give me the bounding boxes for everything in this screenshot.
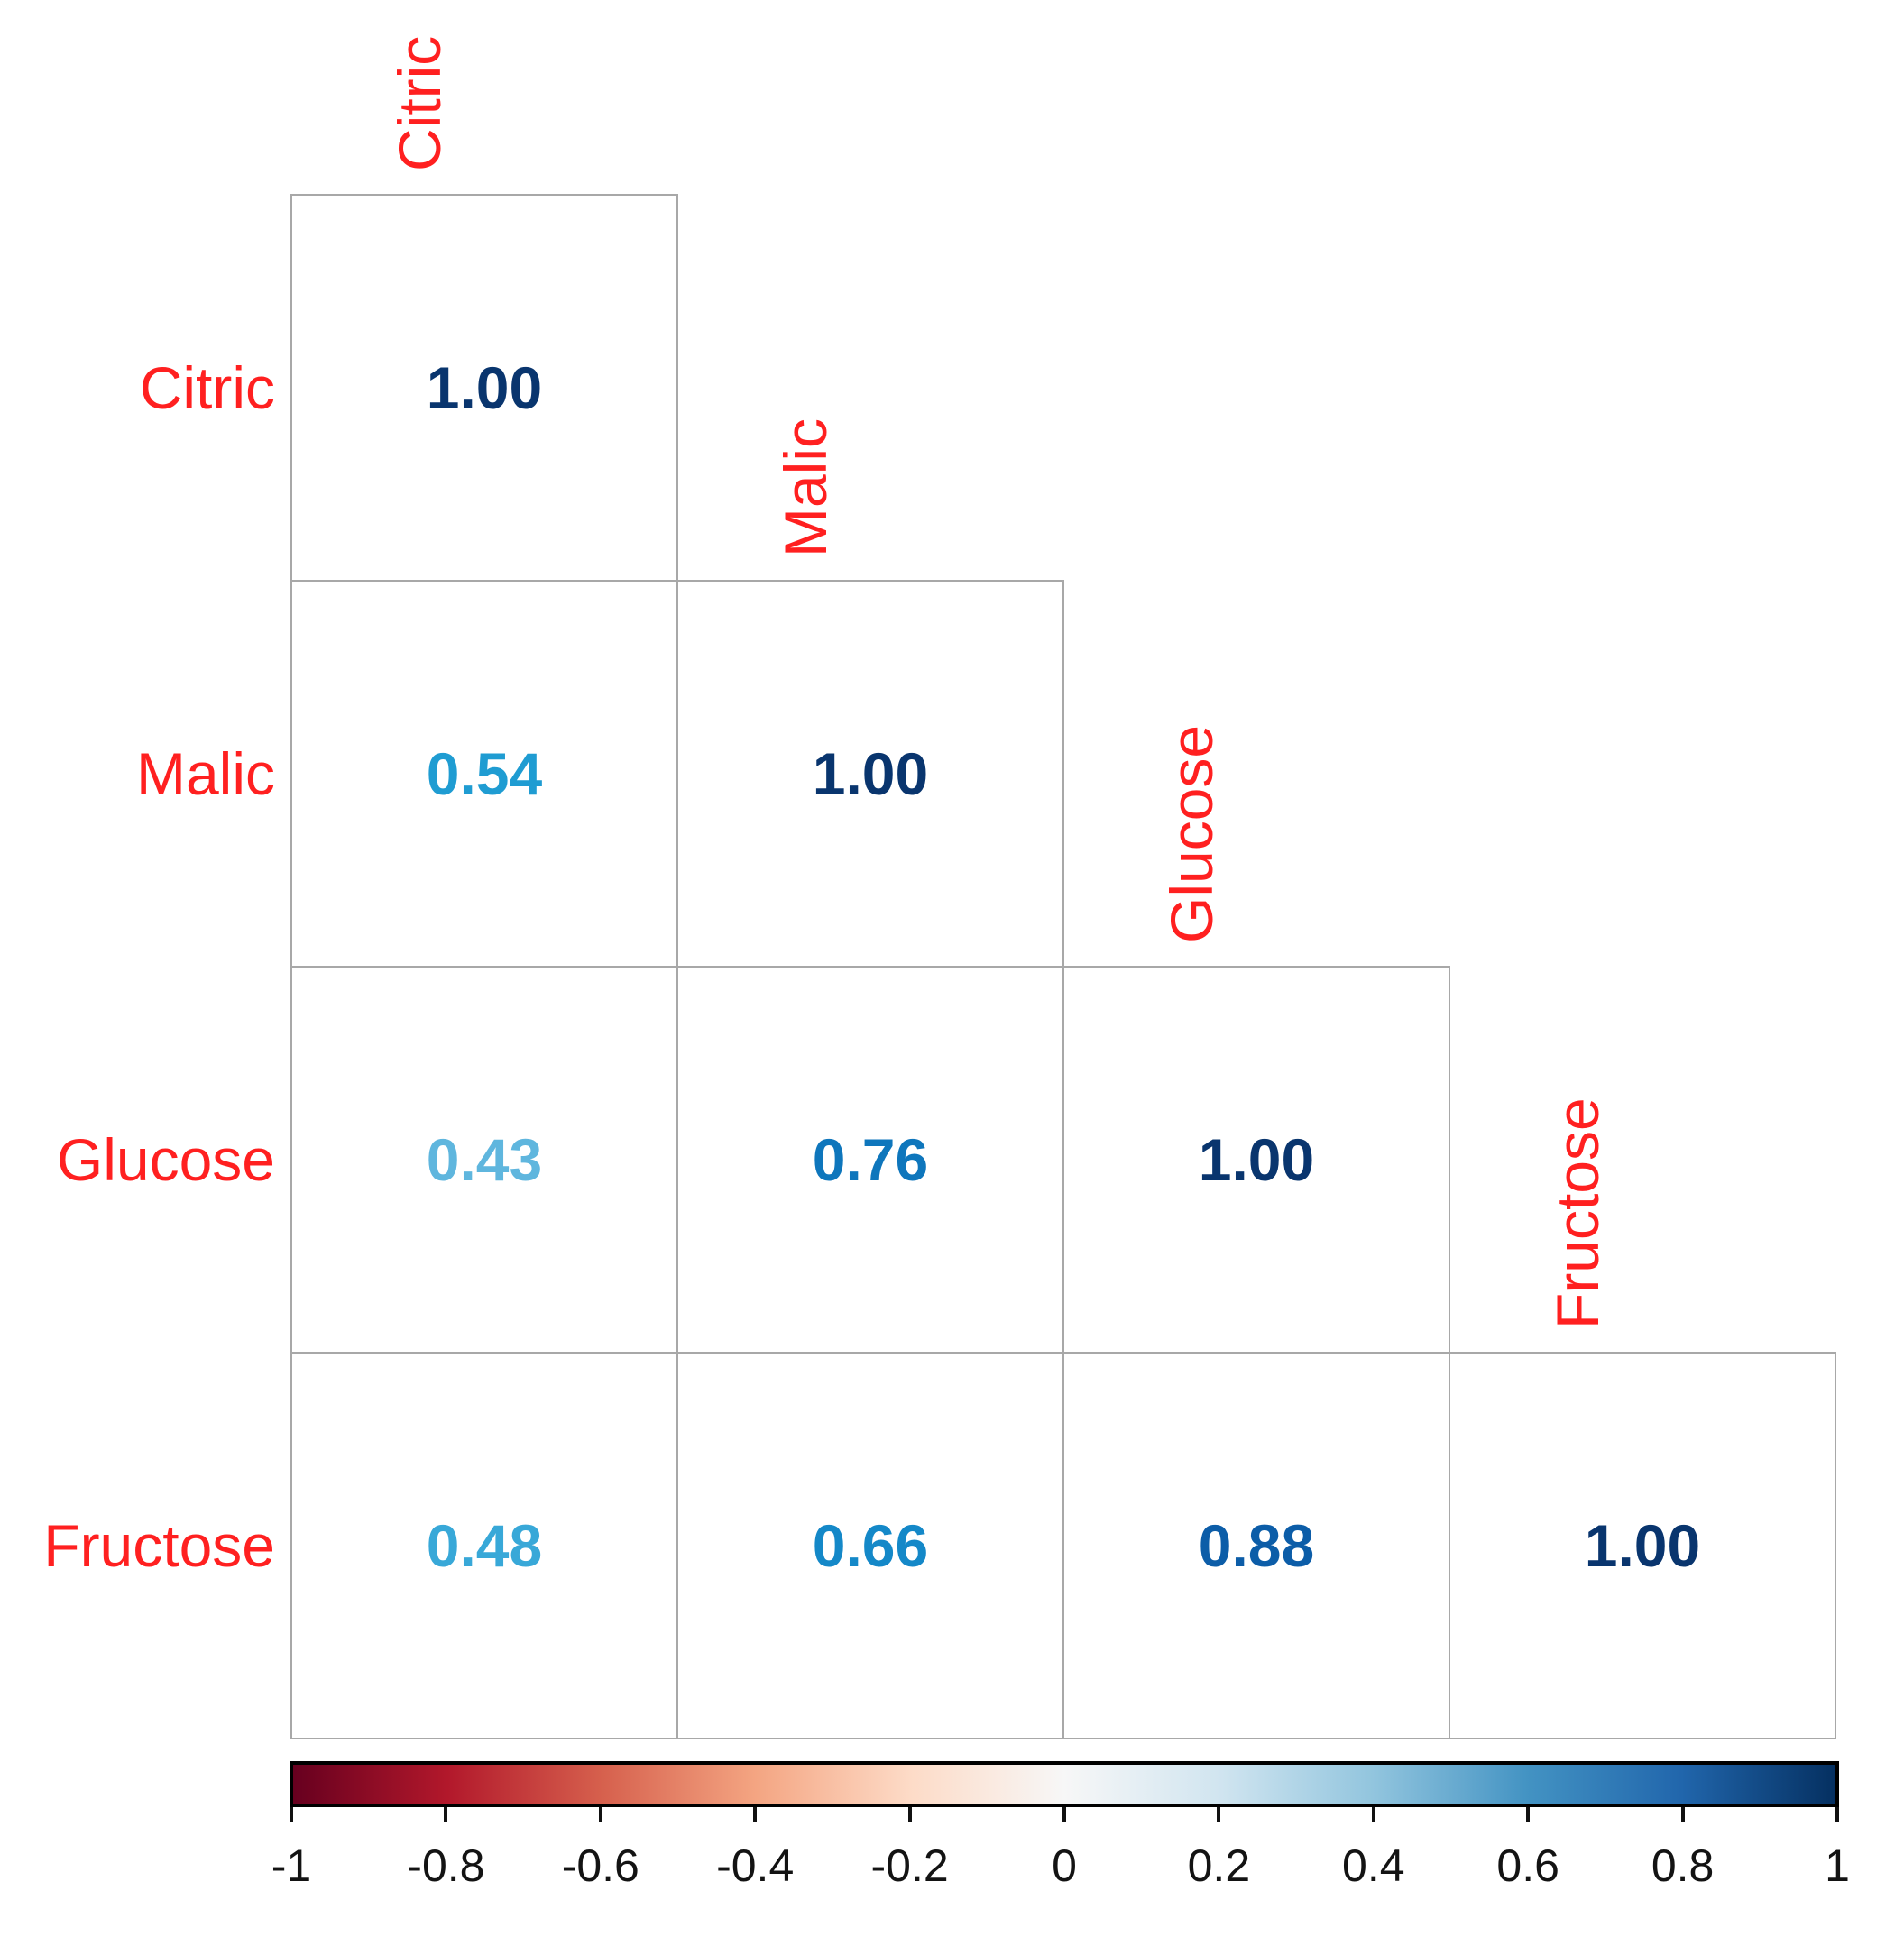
colorbar-tick [1217, 1807, 1221, 1822]
correlation-value: 1.00 [812, 740, 929, 807]
colorbar-tick [598, 1807, 602, 1822]
colorbar-legend [290, 1761, 1839, 1807]
correlation-value: 1.00 [426, 354, 543, 421]
colorbar-tick [1526, 1807, 1531, 1822]
colorbar-tick-label: -1 [271, 1840, 312, 1891]
correlation-value: 1.00 [1584, 1512, 1701, 1579]
colorbar-tick-label: -0.2 [870, 1840, 949, 1891]
correlation-value: 0.66 [812, 1512, 929, 1579]
colorbar-tick-label: 0.8 [1651, 1840, 1715, 1891]
correlation-value: 0.48 [426, 1512, 543, 1579]
matrix-cell: 0.76 [676, 966, 1064, 1354]
correlation-value: 1.00 [1198, 1126, 1315, 1193]
matrix-cell: 1.00 [676, 580, 1064, 968]
column-label-glucose: Glucose [1158, 724, 1225, 943]
correlation-value: 0.76 [812, 1126, 929, 1193]
matrix-cell: 0.88 [1062, 1352, 1450, 1739]
colorbar-tick-label: -0.8 [407, 1840, 485, 1891]
matrix-cell: 0.48 [290, 1352, 678, 1739]
colorbar-tick-label: 1 [1825, 1840, 1850, 1891]
colorbar-tick-label: 0.4 [1342, 1840, 1405, 1891]
matrix-cell: 0.43 [290, 966, 678, 1354]
correlation-value: 0.54 [426, 740, 543, 807]
colorbar-tick [290, 1807, 293, 1822]
column-label-citric: Citric [386, 35, 453, 171]
matrix-cell: 0.54 [290, 580, 678, 968]
colorbar-tick [1680, 1807, 1685, 1822]
matrix-cell: 1.00 [1449, 1352, 1836, 1739]
colorbar-tick-label: -0.4 [716, 1840, 795, 1891]
colorbar-tick-label: 0 [1052, 1840, 1077, 1891]
colorbar-tick [753, 1807, 758, 1822]
correlation-value: 0.43 [426, 1126, 543, 1193]
colorbar-tick-label: 0.6 [1496, 1840, 1559, 1891]
column-label-fructose: Fructose [1544, 1097, 1611, 1329]
row-label-fructose: Fructose [43, 1512, 275, 1579]
row-label-malic: Malic [135, 740, 275, 807]
colorbar-tick [444, 1807, 448, 1822]
matrix-cell: 1.00 [290, 194, 678, 582]
column-label-malic: Malic [772, 418, 839, 557]
colorbar-tick [907, 1807, 912, 1822]
colorbar-tick [1062, 1807, 1066, 1822]
matrix-cell: 0.66 [676, 1352, 1064, 1739]
colorbar-tick [1371, 1807, 1375, 1822]
colorbar-tick [1835, 1807, 1839, 1822]
matrix-cell: 1.00 [1062, 966, 1450, 1354]
row-label-glucose: Glucose [56, 1126, 275, 1193]
colorbar-tick-label: 0.2 [1187, 1840, 1251, 1891]
correlation-value: 0.88 [1198, 1512, 1315, 1579]
colorbar-tick-label: -0.6 [561, 1840, 639, 1891]
row-label-citric: Citric [139, 354, 275, 421]
